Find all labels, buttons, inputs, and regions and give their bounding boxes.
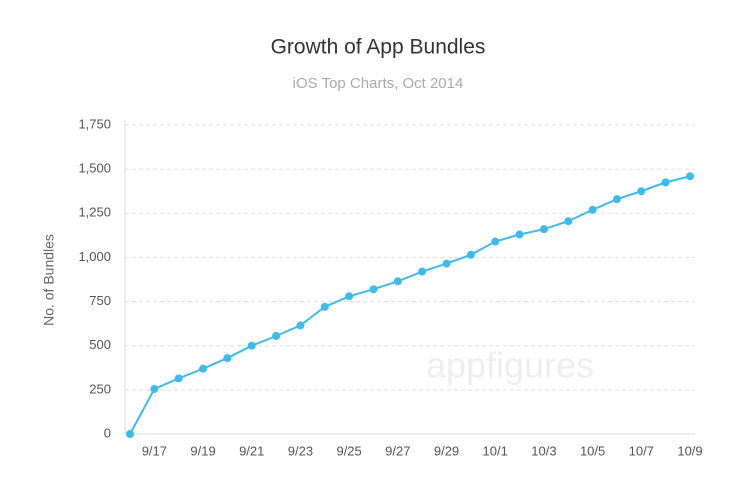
point (223, 354, 232, 363)
x-tick-label: 10/9 (677, 443, 702, 458)
point (612, 195, 621, 204)
point (369, 285, 378, 294)
point (442, 259, 451, 268)
y-tick-label: 500 (89, 337, 111, 352)
x-tick-label: 9/25 (336, 443, 361, 458)
point (637, 187, 646, 196)
point (345, 292, 354, 301)
point (272, 332, 281, 341)
point (174, 374, 183, 383)
x-tick-label: 9/23 (288, 443, 313, 458)
y-tick-label: 1,750 (78, 116, 111, 131)
point (686, 172, 694, 181)
x-tick-label: 10/5 (580, 443, 605, 458)
point (466, 250, 475, 259)
point (150, 384, 159, 393)
point (247, 341, 256, 350)
x-tick-label: 9/29 (434, 443, 459, 458)
y-tick-label: 1,500 (78, 161, 111, 176)
y-tick-label: 0 (104, 425, 111, 440)
x-tick-label: 10/7 (629, 443, 654, 458)
x-tick-label: 9/21 (239, 443, 264, 458)
point (491, 237, 500, 246)
x-tick-label: 9/17 (142, 443, 167, 458)
point (199, 364, 208, 373)
x-tick-label: 10/3 (531, 443, 556, 458)
point (393, 277, 402, 286)
y-tick-label: 250 (89, 381, 111, 396)
point (418, 267, 427, 276)
x-tick-label: 9/27 (385, 443, 410, 458)
y-axis-label: No. of Bundles (41, 234, 57, 326)
point (539, 225, 548, 234)
y-tick-label: 1,250 (78, 205, 111, 220)
x-tick-label: 9/19 (190, 443, 215, 458)
point (320, 302, 329, 311)
chart-subtitle: iOS Top Charts, Oct 2014 (293, 75, 464, 92)
point (515, 230, 524, 239)
point (296, 321, 305, 330)
y-tick-label: 750 (89, 293, 111, 308)
point (126, 430, 134, 438)
watermark: appfigures (426, 345, 594, 386)
x-tick-label: 10/1 (483, 443, 508, 458)
y-tick-label: 1,000 (78, 249, 111, 264)
point (564, 217, 573, 226)
point (661, 178, 670, 187)
point (588, 205, 597, 214)
line (129, 175, 691, 435)
chart-title: Growth of App Bundles (271, 36, 486, 59)
